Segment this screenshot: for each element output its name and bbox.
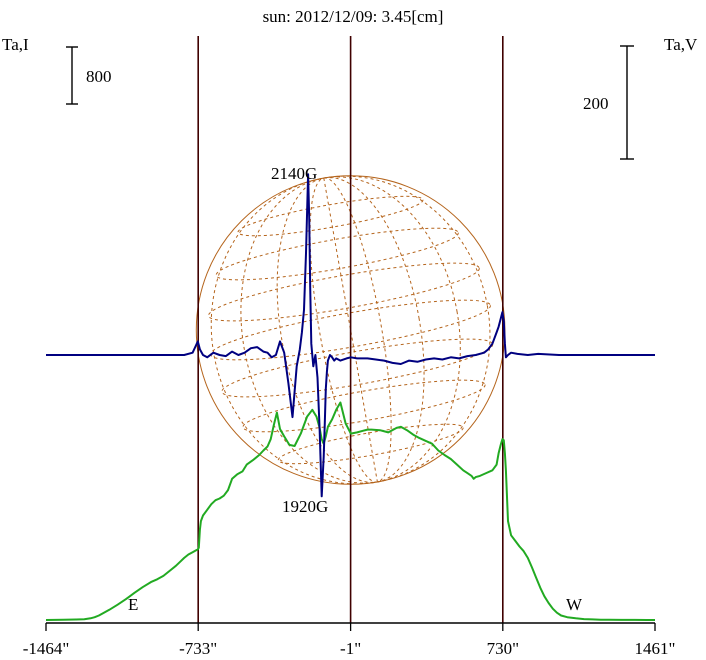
vertical-reference-lines <box>197 36 504 623</box>
x-tick-label: -1" <box>340 639 361 658</box>
longitude-line <box>240 176 461 484</box>
latitude-line <box>242 379 486 433</box>
x-tick-label: -733" <box>179 639 217 658</box>
left-axis-label: Ta,I <box>2 35 29 54</box>
series-layer <box>45 173 655 621</box>
right-scale-bar <box>620 45 634 160</box>
x-tick-label: -1464" <box>23 639 70 658</box>
chart-title: sun: 2012/12/09: 3.45[cm] <box>263 7 444 26</box>
right-scale-bar-label: 200 <box>583 94 609 113</box>
series-line-polarization <box>46 173 655 498</box>
latitude-line <box>215 227 459 281</box>
left-scale-bar <box>66 46 78 105</box>
x-tick-label: 1461" <box>635 639 676 658</box>
right-axis-label: Ta,V <box>664 35 698 54</box>
annotation-2140g: 2140G <box>271 164 317 183</box>
x-tick-label: 730" <box>487 639 519 658</box>
limb-label-east: E <box>128 595 138 614</box>
latitude-line <box>237 195 424 237</box>
x-axis-ticks: -1464" -733" -1" 730" 1461" <box>23 623 676 658</box>
annotation-1920g: 1920G <box>282 497 328 516</box>
left-scale-bar-label: 800 <box>86 67 112 86</box>
series-line-intensity <box>45 401 655 621</box>
limb-label-west: W <box>566 595 583 614</box>
latitude-line <box>277 423 464 465</box>
